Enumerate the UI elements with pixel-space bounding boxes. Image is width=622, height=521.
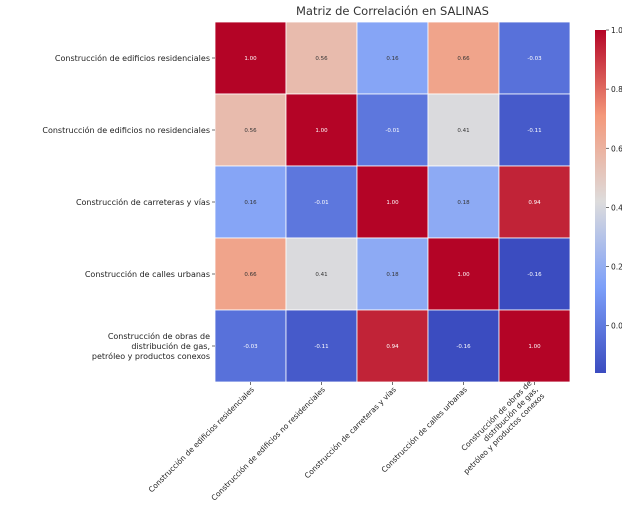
heatmap-cell: [498, 237, 571, 311]
cell-value-label: -0.11: [314, 344, 328, 350]
cell-value-label: 0.41: [315, 272, 327, 278]
heatmap-cells: 1.00 0.56 0.16 0.66 -0.03 0.56 1.00 -0.01 0.41 -0…: [214, 21, 571, 383]
cell-value-label: 1.00: [315, 128, 328, 134]
cell-value-label: -0.01: [314, 200, 328, 206]
cell-value-label: -0.16: [456, 344, 471, 350]
heatmap-cell: [498, 93, 571, 167]
heatmap-cell: [285, 237, 358, 311]
cell-value-label: 0.18: [386, 272, 399, 278]
heatmap-cell: [356, 165, 429, 239]
cell-value-label: 0.16: [386, 56, 399, 62]
cell-value-label: -0.03: [243, 344, 258, 350]
heatmap-cell: [214, 309, 287, 383]
row-label: Construcción de obras de distribución de …: [92, 331, 210, 361]
heatmap-cell: [356, 93, 429, 167]
heatmap-cell: [498, 21, 571, 95]
colorbar: 1.0 0.8 0.6 0.4 0.2 0.0: [595, 26, 622, 373]
heatmap-cell: [285, 165, 358, 239]
cell-value-label: 1.00: [386, 200, 399, 206]
cell-value-label: 1.00: [457, 272, 470, 278]
cell-value-label: -0.16: [527, 272, 542, 278]
cell-value-label: 1.00: [244, 56, 257, 62]
heatmap-cell: [214, 21, 287, 95]
heatmap-cell: [285, 21, 358, 95]
colorbar-tick-label: 0.6: [611, 144, 622, 153]
cell-value-label: -0.11: [527, 128, 541, 134]
cell-value-label: 0.66: [244, 272, 257, 278]
colorbar-tick-label: 0.4: [611, 203, 622, 212]
heatmap-cell: [356, 237, 429, 311]
colorbar-tick-label: 1.0: [611, 26, 622, 35]
cell-value-label: 1.00: [528, 344, 541, 350]
cell-value-label: 0.94: [386, 344, 399, 350]
heatmap-cell: [427, 21, 500, 95]
row-label: Construcción de calles urbanas: [85, 269, 210, 279]
colorbar-gradient: [595, 30, 606, 373]
row-labels: Construcción de edificios residenciales C…: [42, 53, 215, 361]
column-labels: Construcción de edificios residencialesC…: [147, 378, 547, 502]
cell-value-label: 0.56: [315, 56, 328, 62]
cell-value-label: 0.56: [244, 128, 257, 134]
column-label: Construcción de edificios no residencial…: [209, 385, 327, 503]
cell-value-label: -0.03: [527, 56, 542, 62]
row-label: Construcción de carreteras y vías: [76, 197, 210, 207]
colorbar-tick-label: 0.0: [611, 322, 622, 331]
colorbar-tick-label: 0.2: [611, 263, 622, 272]
heatmap-cell: [356, 309, 429, 383]
colorbar-tick-label: 0.8: [611, 85, 622, 94]
row-label: Construcción de edificios no residencial…: [42, 125, 210, 135]
heatmap-cell: [427, 237, 500, 311]
cell-value-label: -0.01: [385, 128, 399, 134]
cell-value-label: 0.94: [528, 200, 541, 206]
heatmap-cell: [498, 309, 571, 383]
column-label: Construcción de calles urbanas: [380, 385, 469, 474]
cell-value-label: 0.66: [457, 56, 470, 62]
cell-value-label: 0.16: [244, 200, 257, 206]
heatmap-cell: [214, 93, 287, 167]
heatmap-cell: [285, 309, 358, 383]
cell-value-label: 0.18: [457, 200, 470, 206]
chart-title: Matriz de Correlación en SALINAS: [296, 4, 489, 18]
heatmap-cell: [427, 165, 500, 239]
heatmap-cell: [498, 165, 571, 239]
cell-value-label: 0.41: [457, 128, 469, 134]
heatmap-cell: [356, 21, 429, 95]
row-label: Construcción de edificios residenciales: [55, 53, 210, 63]
